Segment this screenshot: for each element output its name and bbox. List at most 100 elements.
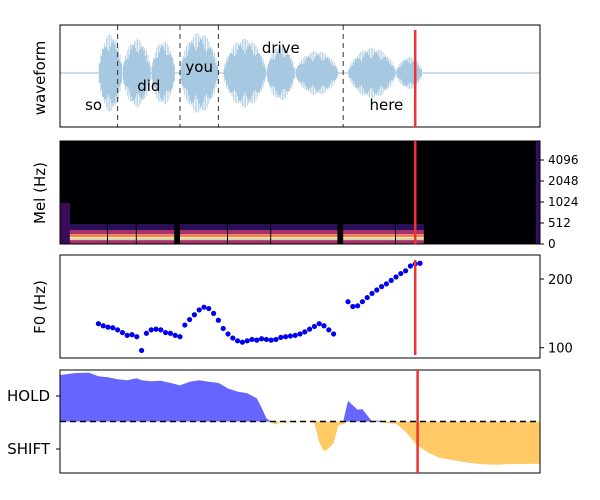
word-label-so: so xyxy=(85,96,102,114)
f0-point xyxy=(230,335,236,341)
f0-point xyxy=(167,330,173,336)
f0-point xyxy=(407,263,413,269)
mel-band xyxy=(343,230,395,235)
f0-point xyxy=(287,333,293,339)
mel-band xyxy=(136,240,175,244)
f0-point xyxy=(182,322,188,328)
word-label-you: you xyxy=(185,58,213,76)
f0-point xyxy=(273,336,279,343)
f0-point xyxy=(254,337,260,343)
shift-area xyxy=(60,421,540,465)
mel-band xyxy=(396,224,424,231)
mel-band xyxy=(180,234,227,238)
word-label-did: did xyxy=(137,77,160,95)
f0-point xyxy=(249,336,255,343)
mel-band xyxy=(108,234,136,238)
f0-point xyxy=(364,294,370,301)
mel-band xyxy=(271,237,338,241)
turn-frame xyxy=(59,369,541,474)
f0-point xyxy=(359,299,365,305)
mel-band xyxy=(271,234,338,238)
mel-band xyxy=(228,234,271,238)
mel-band xyxy=(69,240,107,244)
mel-band xyxy=(136,237,175,241)
f0-point xyxy=(153,326,159,332)
mel-frame xyxy=(59,140,541,245)
turn-taking-panel: HOLD SHIFT xyxy=(7,369,541,474)
f0-point xyxy=(355,303,361,309)
mel-band xyxy=(180,240,227,244)
f0-ytick-label: 200 xyxy=(548,273,573,288)
f0-point xyxy=(139,347,145,354)
mel-band xyxy=(180,230,227,235)
f0-point xyxy=(172,332,178,338)
f0-point xyxy=(316,321,322,327)
mel-band xyxy=(271,230,338,235)
mel-band xyxy=(69,230,107,235)
f0-point xyxy=(115,327,121,333)
f0-point xyxy=(196,307,202,313)
f0-point xyxy=(379,283,385,290)
f0-point xyxy=(220,325,226,332)
turn-ytick-label: SHIFT xyxy=(7,440,51,458)
f0-point xyxy=(292,332,298,338)
f0-point xyxy=(201,304,207,310)
mel-band xyxy=(271,240,338,244)
f0-point xyxy=(244,338,250,344)
f0-point xyxy=(321,323,327,329)
f0-point xyxy=(350,303,356,310)
f0-point xyxy=(95,321,101,327)
f0-point xyxy=(326,327,332,333)
mel-ytick-label: 4096 xyxy=(548,153,579,167)
hold-area xyxy=(60,372,540,422)
mel-panel: Mel (Hz) 0 512 1024 2048 4096 xyxy=(31,140,579,251)
f0-panel: F0 (Hz) 100 200 xyxy=(31,254,573,359)
f0-point xyxy=(383,281,389,287)
mel-ytick-label: 512 xyxy=(548,216,571,230)
mel-band xyxy=(271,224,338,231)
mel-band xyxy=(228,237,271,241)
waveform-frame xyxy=(59,24,541,128)
mel-ytick-label: 2048 xyxy=(548,174,579,188)
mel-band xyxy=(108,230,136,235)
f0-point xyxy=(369,290,375,297)
f0-point xyxy=(263,336,269,343)
mel-band xyxy=(136,224,175,231)
turn-ytick-label: HOLD xyxy=(7,387,50,405)
f0-point xyxy=(331,331,337,337)
f0-point xyxy=(129,332,135,338)
f0-point xyxy=(307,326,313,332)
f0-point xyxy=(110,325,116,331)
f0-point xyxy=(158,327,164,333)
mel-band xyxy=(108,224,136,231)
word-label-drive: drive xyxy=(262,39,300,57)
mel-band xyxy=(69,234,107,238)
mel-band xyxy=(343,234,395,238)
f0-point xyxy=(134,334,140,340)
f0-point xyxy=(187,316,193,323)
f0-point xyxy=(163,329,169,336)
f0-point xyxy=(297,331,303,337)
f0-point xyxy=(215,317,221,323)
mel-band xyxy=(69,237,107,241)
f0-point xyxy=(239,339,245,345)
mel-band xyxy=(108,240,136,244)
mel-band xyxy=(108,237,136,241)
mel-band xyxy=(228,224,271,231)
mel-band xyxy=(228,230,271,235)
f0-point xyxy=(345,299,351,305)
f0-point xyxy=(398,270,404,277)
mel-band xyxy=(396,240,424,244)
f0-point xyxy=(388,277,394,284)
mel-band xyxy=(180,237,227,241)
f0-point xyxy=(283,334,289,340)
mel-band xyxy=(396,237,424,241)
mel-ylabel: Mel (Hz) xyxy=(31,162,49,224)
mel-ytick-label: 1024 xyxy=(548,195,579,209)
word-label-here: here xyxy=(369,96,403,114)
f0-point xyxy=(311,323,317,330)
f0-point xyxy=(143,330,149,336)
waveform-ylabel: waveform xyxy=(31,41,49,116)
f0-point xyxy=(191,312,197,318)
